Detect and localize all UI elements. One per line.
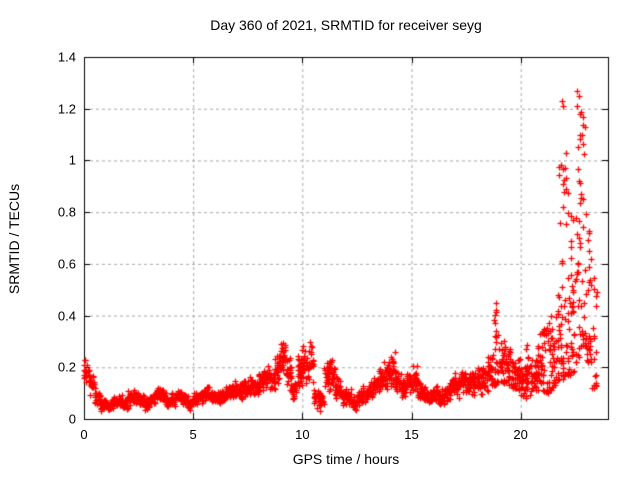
x-axis-title: GPS time / hours: [292, 451, 400, 467]
y-axis-title: SRMTID / TECUs: [6, 183, 22, 295]
y-tick-label: 0.8: [57, 204, 76, 220]
y-tick-label: 0.2: [57, 359, 76, 375]
y-tick-label: 1: [68, 152, 76, 168]
x-tick-label: 10: [295, 427, 310, 442]
x-tick-label: 5: [189, 427, 197, 442]
y-tick-label: 1.2: [57, 101, 76, 117]
x-tick-label: 0: [80, 427, 88, 442]
y-tick-label: 0.4: [57, 308, 76, 324]
x-tick-label: 20: [513, 427, 528, 442]
chart-title: Day 360 of 2021, SRMTID for receiver sey…: [210, 17, 482, 33]
y-tick-label: 0: [68, 411, 76, 427]
x-tick-label: 15: [404, 427, 419, 442]
y-tick-label: 1.4: [57, 49, 76, 65]
y-tick-label: 0.6: [57, 256, 76, 272]
